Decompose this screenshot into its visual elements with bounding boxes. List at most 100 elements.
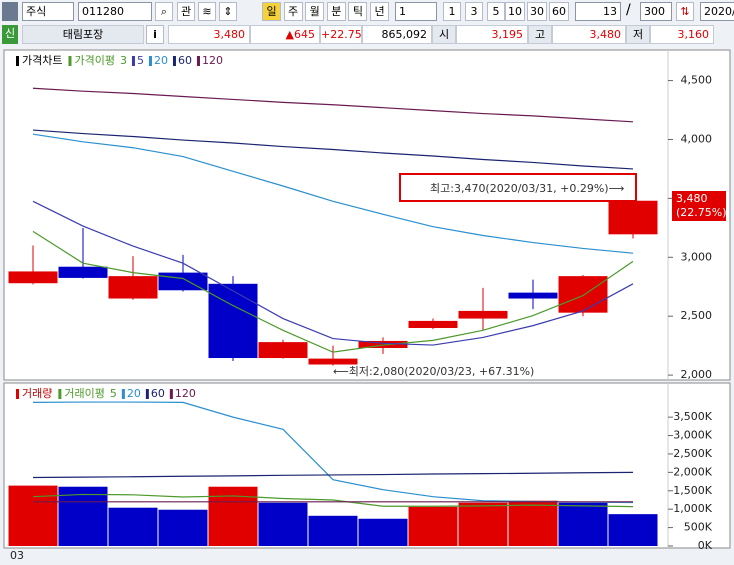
volume-bar (308, 515, 358, 546)
period-button[interactable]: 분 (326, 2, 346, 21)
period-button[interactable]: 월 (305, 2, 325, 21)
open: 3,195 (456, 25, 528, 44)
y-tick-label: 1,000K (673, 502, 712, 515)
candle-body (408, 320, 458, 328)
info-button[interactable]: i (146, 25, 164, 44)
legend-swatch (68, 56, 72, 66)
count-input[interactable]: 13 (575, 2, 621, 21)
candle-body (58, 266, 108, 278)
price: 3,480 (168, 25, 250, 44)
total-input[interactable]: 300 (640, 2, 672, 21)
high-label: 고 (528, 25, 552, 44)
volume-bar (8, 485, 58, 546)
legend-ma-title: 거래이평 (64, 387, 104, 400)
candle-body (458, 310, 508, 319)
ma-line (32, 200, 634, 346)
candle-body (208, 283, 258, 359)
period-button[interactable]: 틱 (348, 2, 368, 21)
interval-button[interactable]: 5 (487, 2, 505, 21)
separator: / (626, 2, 631, 18)
volume-bar (108, 507, 158, 546)
interval-select[interactable]: 1 (395, 2, 437, 21)
legend-swatch (148, 56, 152, 66)
candle-body (8, 271, 58, 284)
menu-icon[interactable] (2, 2, 18, 21)
y-tick-label: 3,000 (681, 250, 713, 263)
x-tick-label: 03 (10, 549, 24, 562)
candle-body (108, 276, 158, 299)
y-tick-label: 2,500K (673, 447, 712, 460)
interval-button[interactable]: 60 (549, 2, 569, 21)
y-tick-label: 3,000K (673, 429, 712, 442)
y-tick-label: 1,500K (673, 484, 712, 497)
change-rate: +22.75% (320, 25, 372, 44)
interval-button[interactable]: 1 (443, 2, 461, 21)
ma-line (32, 471, 634, 479)
volume-bar (408, 506, 458, 546)
candle-body (558, 276, 608, 313)
y-tick-label: 500K (684, 521, 713, 534)
candle-body (508, 292, 558, 299)
candle-body (608, 200, 658, 235)
date-input[interactable]: 2020/ (700, 2, 734, 21)
legend-entry: 5 (137, 54, 144, 67)
legend-swatch (121, 389, 125, 399)
ma-line (32, 129, 634, 170)
volume: 865,092 (362, 25, 432, 44)
high: 3,480 (552, 25, 626, 44)
candle-body (308, 358, 358, 365)
period-button[interactable]: 일 (262, 2, 281, 21)
legend-entry: 60 (151, 387, 165, 400)
y-tick-label: 4,500 (681, 74, 713, 87)
y-tick-label: 3,500K (673, 410, 712, 423)
period-button[interactable]: 년 (370, 2, 389, 21)
last-change: (22.75%) (676, 206, 727, 219)
volume-bar (508, 500, 558, 546)
change: ▲645 (250, 25, 320, 44)
legend-entry: 120 (175, 387, 196, 400)
badge: 신 (2, 25, 18, 44)
last-label: 3,480 (676, 192, 708, 205)
interval-button[interactable]: 3 (465, 2, 483, 21)
low-label: 저 (626, 25, 650, 44)
y-tick-label: 2,000K (673, 465, 712, 478)
market-select[interactable]: 주식 (22, 2, 74, 21)
tool-button[interactable]: ≋ (198, 2, 216, 21)
legend-swatch (169, 389, 173, 399)
ma-line (32, 230, 634, 353)
y-tick-label: 2,500 (681, 309, 713, 322)
ma-line (32, 493, 634, 508)
legend-ma-title: 가격이평 (74, 54, 114, 67)
legend-swatch (16, 389, 19, 399)
y-tick-label: 0K (698, 539, 713, 552)
y-tick-label: 2,000 (681, 368, 713, 381)
legend-swatch (16, 56, 19, 66)
candle-body (258, 342, 308, 359)
legend-entry: 120 (202, 54, 223, 67)
stock-name: 태림포장 (22, 25, 144, 44)
legend-entry: 20 (154, 54, 168, 67)
code-input[interactable]: 011280 (78, 2, 152, 21)
legend-swatch (172, 56, 176, 66)
legend-entry: 3 (120, 54, 127, 67)
low: 3,160 (650, 25, 714, 44)
legend-swatch (145, 389, 149, 399)
spin-button[interactable]: ⇕ (219, 2, 237, 21)
watch-button[interactable]: 관 (177, 2, 195, 21)
period-button[interactable]: 주 (283, 2, 303, 21)
volume-bar (158, 509, 208, 546)
ma-line (32, 133, 634, 254)
legend-title: 가격차트 (22, 54, 62, 67)
volume-bar (258, 502, 308, 546)
volume-bar (358, 518, 408, 546)
high-annotation: 최고:3,470(2020/03/31, +0.29%)⟶ (430, 182, 625, 195)
search-button[interactable]: ⌕ (155, 2, 173, 21)
reset-button[interactable]: ⇅ (676, 2, 694, 21)
volume-bar (558, 502, 608, 546)
high-box (399, 173, 637, 202)
interval-button[interactable]: 10 (505, 2, 525, 21)
interval-button[interactable]: 30 (527, 2, 547, 21)
last-box (672, 191, 726, 221)
